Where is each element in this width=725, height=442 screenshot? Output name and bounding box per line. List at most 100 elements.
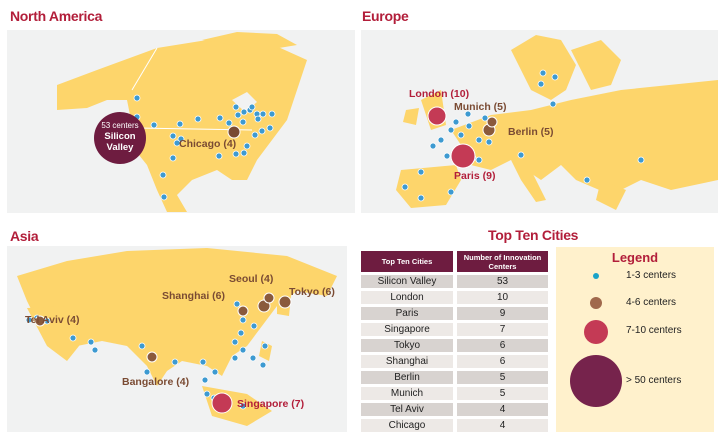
legend-red-dot-icon bbox=[584, 320, 608, 344]
col-header-count: Number of Innovation Centers bbox=[457, 251, 548, 272]
paris-label: Paris (9) bbox=[454, 170, 496, 182]
center-dot bbox=[240, 108, 248, 116]
center-dot bbox=[464, 110, 472, 118]
center-dot bbox=[203, 390, 211, 398]
london-marker bbox=[427, 106, 447, 126]
center-dot bbox=[225, 119, 233, 127]
count-cell: 7 bbox=[457, 323, 548, 336]
city-cell: Tokyo bbox=[361, 339, 453, 352]
center-dot bbox=[417, 168, 425, 176]
europe-title: Europe bbox=[362, 8, 409, 24]
center-dot bbox=[549, 100, 557, 108]
legend-label-50-plus: > 50 centers bbox=[626, 375, 682, 386]
center-dot bbox=[465, 122, 473, 130]
center-dot bbox=[249, 354, 257, 362]
center-dot bbox=[266, 124, 274, 132]
center-dot bbox=[91, 346, 99, 354]
chicago-label: Chicago (4) bbox=[179, 138, 237, 150]
center-dot bbox=[231, 354, 239, 362]
center-dot bbox=[443, 152, 451, 160]
silicon-valley-count: 53 centers bbox=[101, 121, 139, 130]
paris-marker bbox=[450, 143, 476, 169]
tokyo-marker bbox=[278, 295, 292, 309]
count-cell: 6 bbox=[457, 355, 548, 368]
center-dot bbox=[25, 316, 33, 324]
table-row: London 10 bbox=[361, 291, 548, 304]
chicago-marker bbox=[227, 125, 241, 139]
shanghai-label: Shanghai (6) bbox=[162, 290, 226, 302]
center-dot bbox=[447, 188, 455, 196]
city-cell: Tel Aviv bbox=[361, 403, 453, 416]
table-row: Paris 9 bbox=[361, 307, 548, 320]
center-dot bbox=[239, 346, 247, 354]
center-dot bbox=[475, 156, 483, 164]
city-cell: Singapore bbox=[361, 323, 453, 336]
center-dot bbox=[457, 131, 465, 139]
table-row: Chicago 4 bbox=[361, 419, 548, 432]
london-label: London (10) bbox=[409, 88, 470, 100]
center-dot bbox=[251, 131, 259, 139]
center-dot bbox=[254, 115, 262, 123]
count-cell: 5 bbox=[457, 387, 548, 400]
north-america-title: North America bbox=[10, 8, 103, 24]
count-cell: 53 bbox=[457, 275, 548, 288]
center-dot bbox=[232, 150, 240, 158]
count-cell: 4 bbox=[457, 403, 548, 416]
center-dot bbox=[133, 94, 141, 102]
berlin-label: Berlin (5) bbox=[508, 126, 554, 138]
center-dot bbox=[452, 118, 460, 126]
tel-aviv-marker bbox=[34, 315, 46, 327]
munich-label: Munich (5) bbox=[454, 101, 507, 113]
top-ten-table: Top Ten Cities Number of Innovation Cent… bbox=[357, 248, 552, 435]
city-cell: London bbox=[361, 291, 453, 304]
legend-label-1-3: 1-3 centers bbox=[626, 270, 677, 281]
center-dot bbox=[481, 114, 489, 122]
center-dot bbox=[194, 115, 202, 123]
center-dot bbox=[173, 139, 181, 147]
singapore-marker bbox=[211, 392, 233, 414]
legend-small-dot-icon bbox=[593, 273, 599, 279]
center-dot bbox=[169, 132, 177, 140]
center-dot bbox=[258, 127, 266, 135]
center-dot bbox=[216, 114, 224, 122]
north-america-map: Chicago (4) 53 centers Silicon Valley bbox=[7, 30, 355, 213]
bangalore-marker bbox=[146, 351, 158, 363]
city-cell: Munich bbox=[361, 387, 453, 400]
center-dot bbox=[233, 300, 241, 308]
tokyo-label: Tokyo (6) bbox=[289, 286, 335, 298]
table-row: Tel Aviv 4 bbox=[361, 403, 548, 416]
city-cell: Chicago bbox=[361, 419, 453, 432]
top-ten-title: Top Ten Cities bbox=[488, 227, 579, 243]
center-dot bbox=[138, 342, 146, 350]
bangalore-label: Bangalore (4) bbox=[122, 376, 190, 388]
legend-title: Legend bbox=[611, 250, 659, 265]
legend-label-4-6: 4-6 centers bbox=[626, 297, 677, 308]
legend-large-dot-icon bbox=[570, 355, 622, 407]
center-dot bbox=[232, 103, 240, 111]
center-dot bbox=[169, 154, 177, 162]
center-dot bbox=[237, 329, 245, 337]
center-dot bbox=[171, 358, 179, 366]
center-dot bbox=[475, 136, 483, 144]
count-cell: 5 bbox=[457, 371, 548, 384]
berlin-marker bbox=[486, 116, 498, 128]
center-dot bbox=[517, 151, 525, 159]
center-dot bbox=[437, 136, 445, 144]
singapore-label: Singapore (7) bbox=[237, 398, 305, 410]
legend-label-7-10: 7-10 centers bbox=[626, 325, 682, 336]
asia-map: Seoul (4) Tokyo (6) Shanghai (6) Tel Avi… bbox=[7, 246, 347, 432]
europe-map: London (10) Munich (5) Berlin (5) Paris … bbox=[361, 30, 718, 213]
table-row: Shanghai 6 bbox=[361, 355, 548, 368]
center-dot bbox=[551, 73, 559, 81]
center-dot bbox=[176, 120, 184, 128]
center-dot bbox=[234, 111, 242, 119]
table-row: Tokyo 6 bbox=[361, 339, 548, 352]
center-dot bbox=[261, 342, 269, 350]
legend: Legend 1-3 centers 4-6 centers 7-10 cent… bbox=[556, 247, 714, 432]
city-cell: Paris bbox=[361, 307, 453, 320]
center-dot bbox=[177, 135, 185, 143]
center-dot bbox=[240, 149, 248, 157]
center-dot bbox=[239, 316, 247, 324]
center-dot bbox=[447, 126, 455, 134]
table-row: Silicon Valley 53 bbox=[361, 275, 548, 288]
